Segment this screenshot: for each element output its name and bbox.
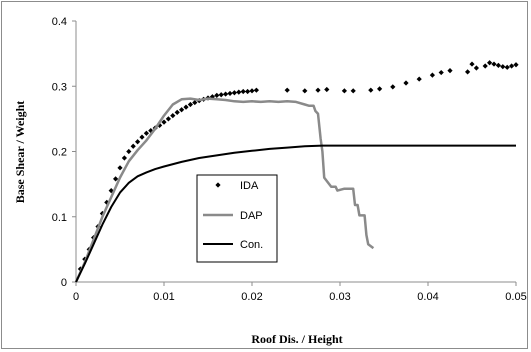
ida-point <box>170 113 176 119</box>
ida-point <box>236 89 242 95</box>
ida-point <box>482 63 488 69</box>
axes <box>75 21 516 283</box>
x-axis-ticks: 0 0.01 0.02 0.03 0.04 0.05 <box>73 282 527 303</box>
ida-point <box>231 90 237 96</box>
ida-point <box>438 69 444 76</box>
x-tick-label: 0.02 <box>241 291 262 303</box>
ida-point <box>390 84 396 90</box>
ida-point <box>377 86 383 92</box>
series-con <box>75 144 516 283</box>
y-axis-title: Base Shear / Weight <box>13 101 27 204</box>
ida-point <box>143 130 149 136</box>
legend-label: Con. <box>240 239 263 251</box>
ida-point <box>324 86 330 93</box>
x-tick-label: 0.03 <box>329 291 350 303</box>
ida-point <box>495 62 501 68</box>
y-tick-label: 0.1 <box>52 212 67 224</box>
ida-point <box>350 88 356 94</box>
ida-point <box>130 143 136 149</box>
ida-point <box>509 63 515 69</box>
legend-box <box>196 174 278 263</box>
ida-point <box>183 104 189 110</box>
ida-point <box>284 87 290 93</box>
ida-point <box>135 139 141 145</box>
ida-point <box>165 116 171 122</box>
series-ida <box>77 60 519 272</box>
ida-point <box>227 90 233 97</box>
ida-point <box>500 64 506 70</box>
ida-point <box>139 134 145 140</box>
x-tick-label: 0.01 <box>153 291 174 303</box>
y-axis-ticks: 0 0.1 0.2 0.3 0.4 <box>52 16 76 289</box>
ida-point <box>214 92 220 98</box>
ida-point <box>302 88 308 94</box>
ida-point <box>187 101 193 108</box>
series-layer <box>74 60 519 283</box>
ida-point <box>240 88 246 95</box>
ida-point <box>218 92 224 98</box>
ida-point <box>161 119 167 125</box>
ida-point <box>249 88 255 94</box>
ida-point <box>513 62 519 68</box>
ida-point <box>113 176 119 182</box>
ida-point <box>491 61 497 67</box>
series-dap <box>74 97 375 283</box>
legend: IDA DAP Con. <box>196 174 278 263</box>
ida-point <box>416 76 422 82</box>
ida-point <box>315 87 321 93</box>
y-tick-label: 0.4 <box>52 16 67 28</box>
legend-label: DAP <box>240 210 263 222</box>
ida-point <box>126 148 132 155</box>
x-tick-label: 0.05 <box>505 291 526 303</box>
ida-point <box>368 87 374 93</box>
ida-point <box>253 87 259 93</box>
ida-point <box>447 67 453 74</box>
ida-point <box>469 61 475 67</box>
y-tick-label: 0.2 <box>52 147 67 159</box>
legend-ida-marker <box>215 182 221 188</box>
x-tick-label: 0.04 <box>417 291 438 303</box>
ida-point <box>117 165 123 171</box>
con-line <box>75 144 516 283</box>
ida-point <box>179 107 185 113</box>
y-tick-label: 0 <box>61 277 67 289</box>
ida-point <box>473 65 479 71</box>
ida-point <box>465 69 471 75</box>
legend-label: IDA <box>240 180 259 192</box>
x-axis-title: Roof Dis. / Height <box>251 332 342 346</box>
dap-line <box>74 97 375 283</box>
ida-point <box>174 109 180 115</box>
ida-point <box>121 155 127 161</box>
ida-point <box>192 99 198 106</box>
ida-point <box>341 88 347 94</box>
y-tick-label: 0.3 <box>52 81 67 93</box>
ida-point <box>487 60 493 66</box>
x-tick-label: 0 <box>73 291 79 303</box>
ida-point <box>429 72 435 78</box>
ida-point <box>403 80 409 86</box>
ida-point <box>504 64 510 70</box>
ida-point <box>245 88 251 95</box>
ida-point <box>223 91 229 97</box>
